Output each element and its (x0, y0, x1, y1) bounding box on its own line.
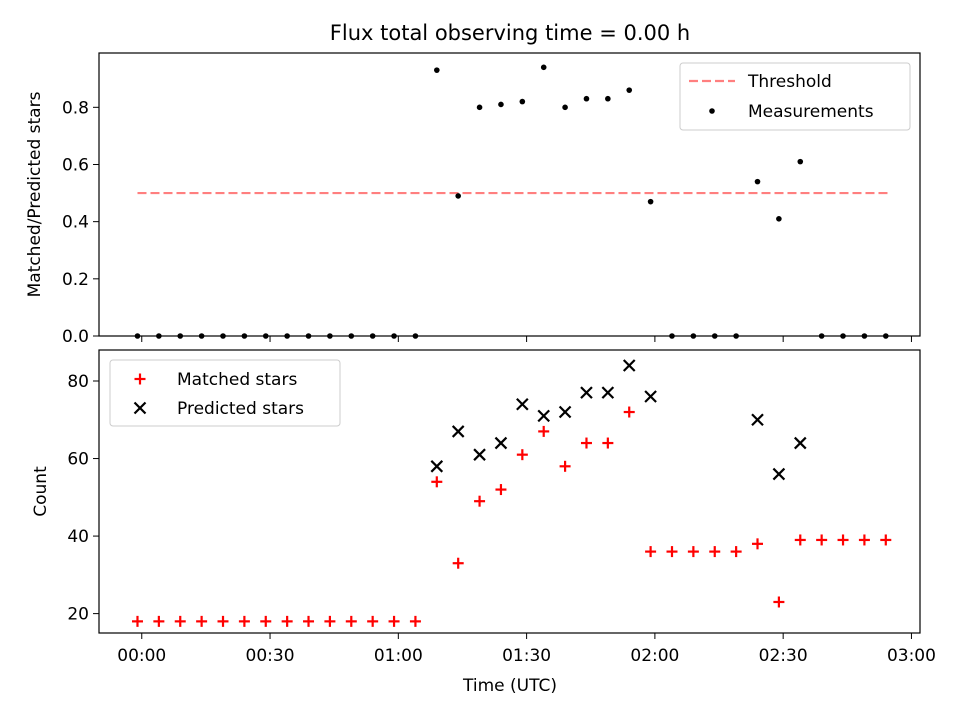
x-tick-label: 01:00 (374, 646, 423, 666)
measurement-point (647, 198, 654, 205)
matched-star-point (666, 546, 678, 558)
matched-star-point (238, 615, 250, 627)
y-tick-label: 20 (67, 605, 89, 625)
legend-measurement-swatch (709, 108, 715, 114)
predicted-star-point (622, 359, 636, 372)
predicted-star-point (601, 386, 615, 399)
measurement-point (583, 95, 590, 102)
measurement-point (540, 64, 547, 71)
measurement-point (626, 87, 633, 93)
matched-star-point (837, 534, 849, 546)
matched-star-point (730, 546, 742, 558)
matched-star-point (623, 406, 635, 418)
legend-label: Matched stars (177, 370, 297, 390)
matched-star-point (538, 425, 550, 437)
y-tick-label: 0.0 (62, 327, 89, 347)
predicted-star-point (473, 448, 486, 461)
count-panel: 20 40 60 80 00:00 00:30 01:00 01:30 02:00 02:30 03… (31, 349, 936, 666)
matched-star-point (559, 460, 571, 472)
x-axis-label: Time (UTC) (462, 676, 557, 696)
matched-star-point (431, 476, 443, 488)
matched-star-point (303, 615, 315, 627)
legend-label: Predicted stars (177, 399, 304, 419)
matched-star-point (452, 557, 464, 569)
matched-star-point (495, 484, 507, 496)
legend-matched-swatch (134, 373, 146, 385)
legend-label: Measurements (748, 102, 874, 122)
matched-star-point (645, 546, 657, 558)
chart-title: Flux total observing time = 0.00 h (330, 21, 690, 45)
matched-star-point (409, 615, 421, 627)
measurement-point (519, 98, 526, 105)
y-tick-label: 60 (67, 450, 89, 470)
y-axis-label: Matched/Predicted stars (25, 91, 45, 297)
measurement-point (797, 158, 804, 165)
matched-star-point (217, 615, 229, 627)
matched-star-point (324, 615, 336, 627)
y-tick-label: 0.2 (62, 270, 89, 290)
matched-star-point (367, 615, 379, 627)
x-tick-label: 00:00 (117, 646, 166, 666)
plot-frame (98, 52, 921, 337)
matched-star-point (345, 615, 357, 627)
x-tick-label: 01:30 (502, 646, 551, 666)
measurement-point (498, 101, 504, 108)
x-tick-label: 02:00 (630, 646, 679, 666)
predicted-star-point (772, 467, 786, 481)
matched-star-point (687, 546, 699, 558)
matched-star-point (196, 615, 208, 627)
y-tick-label: 80 (67, 372, 89, 392)
matched-star-point (281, 615, 293, 627)
matched-star-point (794, 534, 806, 546)
matched-star-point (602, 437, 614, 449)
predicted-star-point (793, 436, 807, 450)
measurement-point (562, 104, 568, 111)
matched-star-point (709, 546, 721, 558)
measurement-point (476, 104, 483, 111)
plot-frame (98, 349, 921, 634)
legend: Threshold Measurements (679, 62, 911, 131)
matched-star-point (388, 615, 400, 627)
y-tick-label: 40 (67, 527, 89, 547)
x-tick-label: 02:30 (759, 646, 808, 666)
predicted-star-point (751, 413, 764, 427)
y-axis-label: Count (31, 466, 51, 517)
matched-star-point (752, 538, 764, 550)
matched-star-point (773, 596, 785, 608)
x-tick-label: 00:30 (246, 646, 295, 666)
legend-predicted-swatch (133, 401, 147, 415)
y-tick-label: 0.8 (62, 98, 89, 118)
predicted-star-point (644, 390, 657, 403)
predicted-star-point (430, 460, 444, 473)
measurement-point (776, 215, 782, 222)
predicted-star-point (558, 405, 572, 419)
legend: Matched stars Predicted stars (109, 359, 341, 427)
matched-star-point (174, 615, 186, 627)
predicted-star-point (451, 425, 465, 438)
matched-star-point (131, 615, 143, 627)
y-tick-label: 0.6 (62, 155, 89, 175)
matched-star-point (260, 615, 272, 627)
measurement-point (455, 193, 461, 199)
matched-star-point (580, 437, 592, 449)
measurement-point (754, 178, 761, 185)
measurement-point (434, 67, 440, 73)
matched-star-point (153, 615, 165, 627)
ratio-panel: 0.0 0.2 0.4 0.6 0.8 Matched/Predicted stars Th… (25, 52, 921, 347)
matched-star-point (858, 534, 870, 546)
y-tick-label: 0.4 (62, 213, 89, 233)
matched-star-point (516, 449, 528, 461)
predicted-star-point (494, 436, 508, 450)
matched-star-point (880, 534, 892, 546)
legend-label: Threshold (747, 72, 832, 92)
x-tick-label: 03:00 (887, 646, 936, 666)
matched-star-point (816, 534, 828, 546)
predicted-star-point (516, 397, 529, 411)
predicted-star-point (537, 409, 550, 423)
predicted-star-point (580, 386, 593, 399)
matched-star-point (474, 495, 486, 507)
measurement-point (605, 95, 611, 102)
